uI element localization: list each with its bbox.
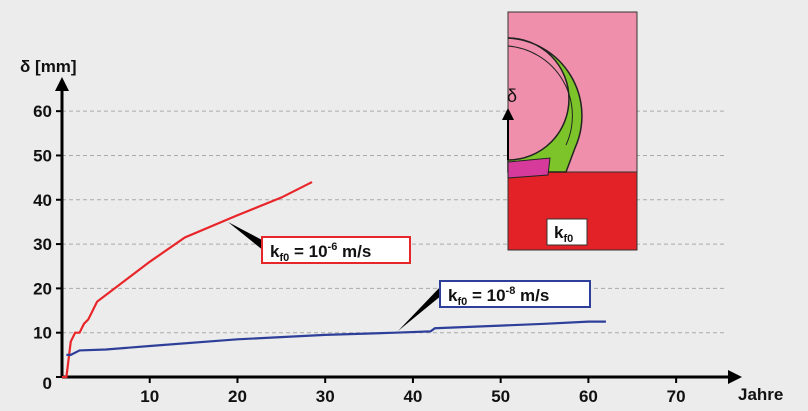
x-tick-label: 40 (403, 387, 422, 406)
x-axis-label: Jahre (738, 385, 783, 404)
annotation-part: m/s (337, 242, 371, 261)
annotation-part: = 10 (289, 242, 327, 261)
y-tick-label: 0 (43, 374, 52, 393)
annotation-part: = 10 (467, 286, 505, 305)
annotation-part: -8 (506, 285, 516, 297)
x-tick-label: 60 (579, 387, 598, 406)
page: 0 10 20 30 40 50 60 10 20 30 40 50 60 70 δ kf0 δ [mm]… (0, 0, 808, 411)
x-tick-label: 50 (491, 387, 510, 406)
annotation-part: f0 (279, 252, 289, 264)
annotation-part: m/s (515, 286, 549, 305)
annotation-part: f0 (457, 296, 467, 308)
x-tick-label: 10 (140, 387, 159, 406)
y-tick-label: 20 (33, 279, 52, 298)
x-tick-label: 20 (228, 387, 247, 406)
y-tick-label: 60 (33, 102, 52, 121)
annotation-part: -6 (328, 241, 338, 253)
y-axis-label: δ [mm] (20, 57, 77, 76)
y-tick-label: 30 (33, 235, 52, 254)
soil-label-sub: f0 (563, 233, 573, 245)
invert (508, 158, 550, 178)
y-tick-label: 10 (33, 324, 52, 343)
delta-label: δ (507, 86, 517, 106)
x-tick-label: 30 (316, 387, 335, 406)
x-tick-label: 70 (667, 387, 686, 406)
chart: 0 10 20 30 40 50 60 10 20 30 40 50 60 70 δ kf0 δ [mm]… (0, 0, 808, 411)
y-tick-label: 50 (33, 146, 52, 165)
y-tick-label: 40 (33, 191, 52, 210)
inset-diagram: δ kf0 (502, 12, 637, 250)
